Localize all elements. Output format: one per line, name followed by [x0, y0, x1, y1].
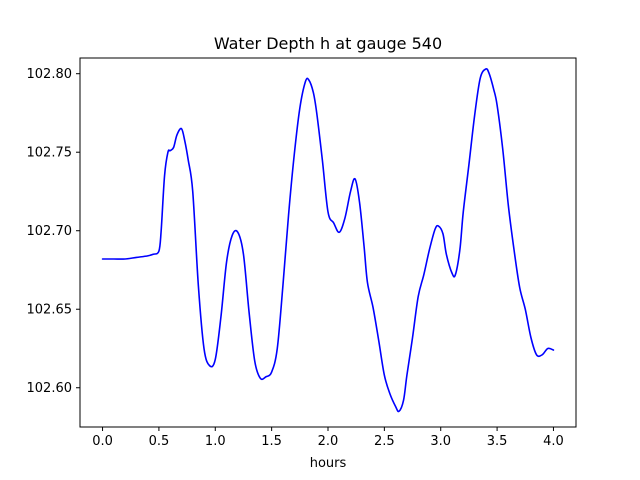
x-tick-label: 2.5 — [374, 434, 395, 449]
y-tick-label: 102.75 — [27, 146, 73, 161]
y-axis-ticks: 102.60 102.65 102.70 102.75 102.80 — [27, 67, 80, 396]
chart-title: Water Depth h at gauge 540 — [214, 34, 442, 53]
x-tick-label: 0.0 — [92, 434, 113, 449]
x-tick-label: 3.5 — [487, 434, 508, 449]
series-layer — [101, 68, 555, 413]
y-tick-label: 102.60 — [27, 381, 73, 396]
x-tick-label: 1.5 — [261, 434, 282, 449]
plot-area — [80, 58, 576, 427]
y-tick-label: 102.80 — [27, 67, 73, 82]
y-tick-label: 102.70 — [27, 224, 73, 239]
x-tick-label: 1.0 — [205, 434, 226, 449]
plot-frame — [79, 57, 577, 428]
x-tick-label: 2.0 — [318, 434, 339, 449]
x-axis-ticks: 0.0 0.5 1.0 1.5 2.0 2.5 3.0 3.5 4.0 — [92, 427, 564, 449]
x-tick-label: 0.5 — [149, 434, 170, 449]
x-tick-label: 4.0 — [543, 434, 564, 449]
x-tick-label: 3.0 — [430, 434, 451, 449]
water-depth-series-line — [101, 68, 555, 413]
x-axis-label: hours — [310, 456, 347, 471]
y-tick-label: 102.65 — [27, 303, 73, 318]
